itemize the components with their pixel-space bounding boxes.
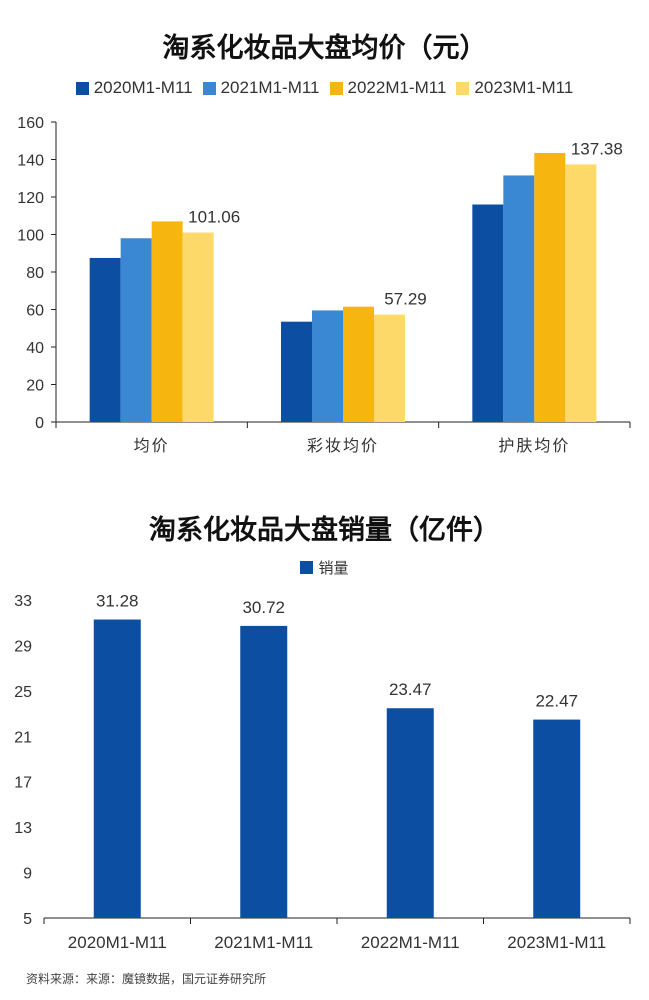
chart-title-sales-volume: 淘系化妆品大盘销量（亿件） bbox=[149, 515, 500, 546]
x-tick-label: 2023M1-M11 bbox=[507, 933, 606, 952]
y-tick-label: 17 bbox=[14, 775, 32, 792]
bar bbox=[386, 708, 434, 918]
x-tick-label: 均价 bbox=[134, 437, 170, 455]
avg-price-bar-chart: 0 20 40 60 80 100 120 140 160 均价 彩妆均价 护肤均价 101.06 57.… bbox=[17, 115, 631, 455]
sales-legend-item: 销量 bbox=[300, 557, 349, 578]
chart-title-avg-price: 淘系化妆品大盘均价（元） bbox=[162, 33, 487, 64]
avg-price-legend-item: 2020M1-M11 bbox=[75, 78, 193, 98]
bar bbox=[151, 221, 183, 422]
legend-swatch bbox=[202, 81, 216, 95]
bar bbox=[93, 619, 141, 918]
bar bbox=[182, 232, 214, 422]
bar bbox=[240, 625, 288, 918]
legend-label: 2021M1-M11 bbox=[220, 78, 320, 97]
data-label: 23.47 bbox=[389, 680, 432, 699]
legend-swatch bbox=[329, 81, 343, 95]
y-tick-label: 9 bbox=[23, 866, 32, 883]
y-tick-label: 5 bbox=[23, 911, 32, 928]
legend-label: 2020M1-M11 bbox=[93, 78, 193, 97]
bar bbox=[312, 310, 343, 422]
y-tick-label: 20 bbox=[26, 378, 44, 395]
x-tick-label: 2022M1-M11 bbox=[361, 933, 460, 952]
y-tick-label: 60 bbox=[26, 303, 44, 320]
bar bbox=[533, 719, 581, 918]
y-tick-label: 160 bbox=[17, 115, 44, 132]
y-tick-label: 100 bbox=[17, 228, 44, 245]
y-tick-label: 13 bbox=[14, 820, 32, 837]
y-tick-label: 140 bbox=[17, 153, 44, 170]
y-tick-label: 21 bbox=[14, 729, 32, 746]
data-label: 57.29 bbox=[384, 290, 427, 309]
legend-swatch bbox=[75, 81, 89, 95]
data-label: 30.72 bbox=[242, 598, 285, 617]
y-tick-label: 33 bbox=[14, 593, 32, 610]
bar bbox=[534, 152, 566, 422]
y-tick-label: 80 bbox=[26, 265, 44, 282]
x-tick-label: 2020M1-M11 bbox=[68, 933, 167, 952]
legend-sales-volume: 销量 bbox=[0, 557, 649, 578]
bar bbox=[120, 238, 152, 422]
bar bbox=[472, 204, 504, 422]
legend-label: 销量 bbox=[318, 559, 349, 577]
x-tick-label: 2021M1-M11 bbox=[214, 933, 313, 952]
bar bbox=[343, 306, 374, 422]
data-label: 22.47 bbox=[535, 692, 578, 711]
data-label: 101.06 bbox=[188, 208, 240, 227]
legend-swatch bbox=[456, 81, 470, 95]
y-tick-label: 0 bbox=[35, 415, 44, 432]
bar bbox=[281, 321, 312, 422]
source-note: 资料来源：来源：魔镜数据，国元证券研究所 bbox=[26, 972, 267, 986]
bar bbox=[374, 314, 405, 422]
legend-avg-price: 2020M1-M11 2021M1-M11 2022M1-M11 2023M1-M11 bbox=[0, 78, 649, 98]
y-tick-label: 25 bbox=[14, 684, 32, 701]
legend-label: 2022M1-M11 bbox=[347, 78, 447, 97]
x-tick-label: 彩妆均价 bbox=[307, 437, 379, 455]
y-tick-label: 120 bbox=[17, 190, 44, 207]
legend-label: 2023M1-M11 bbox=[474, 78, 574, 97]
avg-price-legend-item: 2021M1-M11 bbox=[202, 78, 320, 98]
avg-price-legend-item: 2023M1-M11 bbox=[456, 78, 573, 98]
data-label: 137.38 bbox=[571, 139, 623, 158]
y-tick-label: 29 bbox=[14, 638, 32, 655]
legend-swatch bbox=[300, 561, 314, 574]
y-tick-label: 40 bbox=[26, 340, 44, 357]
bar bbox=[565, 164, 597, 422]
bar bbox=[503, 175, 535, 422]
bar bbox=[89, 257, 121, 422]
x-tick-label: 护肤均价 bbox=[498, 437, 570, 455]
avg-price-legend-item: 2022M1-M11 bbox=[329, 78, 447, 98]
data-label: 31.28 bbox=[96, 592, 139, 611]
